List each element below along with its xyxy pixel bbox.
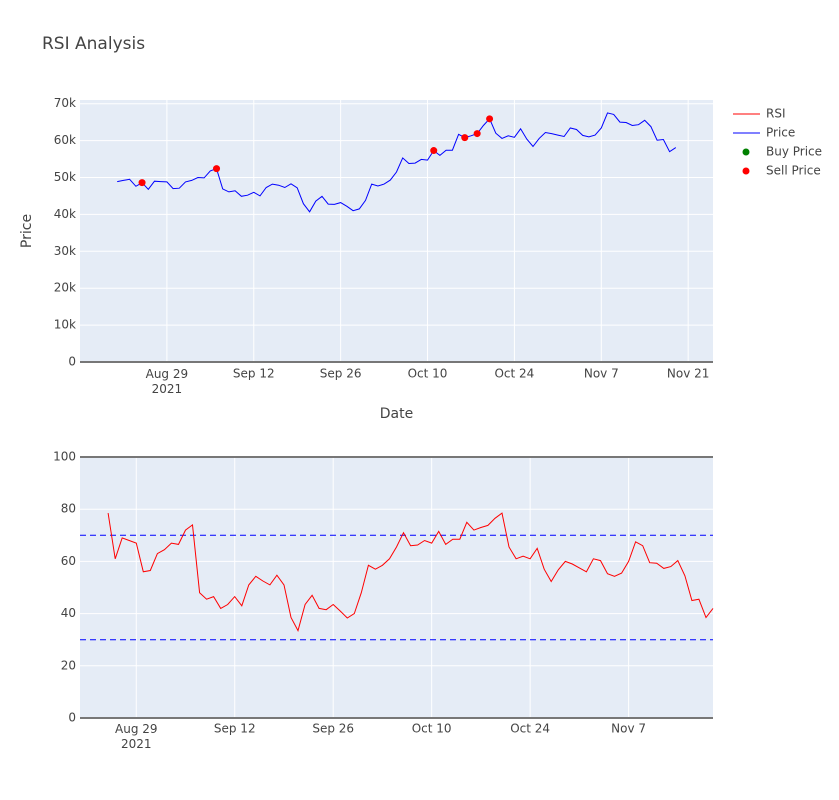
legend-item: Sell Price <box>742 164 821 178</box>
marker <box>213 165 221 173</box>
x-tick-label: Aug 29 2021 <box>146 367 189 396</box>
y-tick-label: 30k <box>54 244 76 258</box>
x-tick-label: Aug 29 2021 <box>115 722 158 751</box>
marker <box>430 147 438 155</box>
y-tick-label: 40k <box>54 207 76 221</box>
y-tick-label: 20k <box>54 281 76 295</box>
series-line <box>117 112 677 213</box>
legend-label: Price <box>766 126 795 140</box>
marker <box>486 115 494 123</box>
x-axis-title: Date <box>380 406 413 422</box>
y-tick-label: 40 <box>61 606 76 620</box>
legend-item: RSI <box>733 107 786 121</box>
y-tick-label: 10k <box>54 318 76 332</box>
x-tick-label: Sep 26 <box>312 722 354 736</box>
y-tick-label: 0 <box>68 355 76 369</box>
y-tick-label: 50k <box>54 170 76 184</box>
y-tick-label: 80 <box>61 502 76 516</box>
x-tick-label: Nov 7 <box>611 722 646 736</box>
marker <box>473 130 481 138</box>
legend-item: Price <box>733 126 795 140</box>
x-tick-label: Oct 10 <box>412 722 452 736</box>
x-tick-label: Sep 12 <box>214 722 256 736</box>
marker <box>461 134 469 142</box>
x-tick-label: Sep 26 <box>320 367 362 381</box>
legend-item: Buy Price <box>742 145 822 159</box>
y-tick-label: 20 <box>61 658 76 672</box>
y-tick-label: 60 <box>61 554 76 568</box>
plot-area <box>80 457 713 718</box>
x-tick-label: Oct 10 <box>408 367 448 381</box>
series-line <box>107 512 714 632</box>
y-tick-label: 0 <box>68 711 76 725</box>
marker <box>138 179 146 187</box>
legend-label: RSI <box>766 107 786 121</box>
plot-area <box>80 100 713 362</box>
legend-label: Buy Price <box>766 145 822 159</box>
legend-symbol <box>742 148 750 156</box>
y-tick-label: 60k <box>54 133 76 147</box>
y-tick-label: 100 <box>53 450 76 464</box>
x-tick-label: Oct 24 <box>510 722 550 736</box>
x-tick-label: Oct 24 <box>494 367 534 381</box>
x-tick-label: Sep 12 <box>233 367 275 381</box>
legend-label: Sell Price <box>766 164 821 178</box>
y-axis-title: Price <box>19 214 35 248</box>
x-tick-label: Nov 7 <box>584 367 619 381</box>
x-tick-label: Nov 21 <box>667 367 710 381</box>
legend-symbol <box>742 167 750 175</box>
y-tick-label: 70k <box>54 96 76 110</box>
chart-title: RSI Analysis <box>42 34 145 54</box>
